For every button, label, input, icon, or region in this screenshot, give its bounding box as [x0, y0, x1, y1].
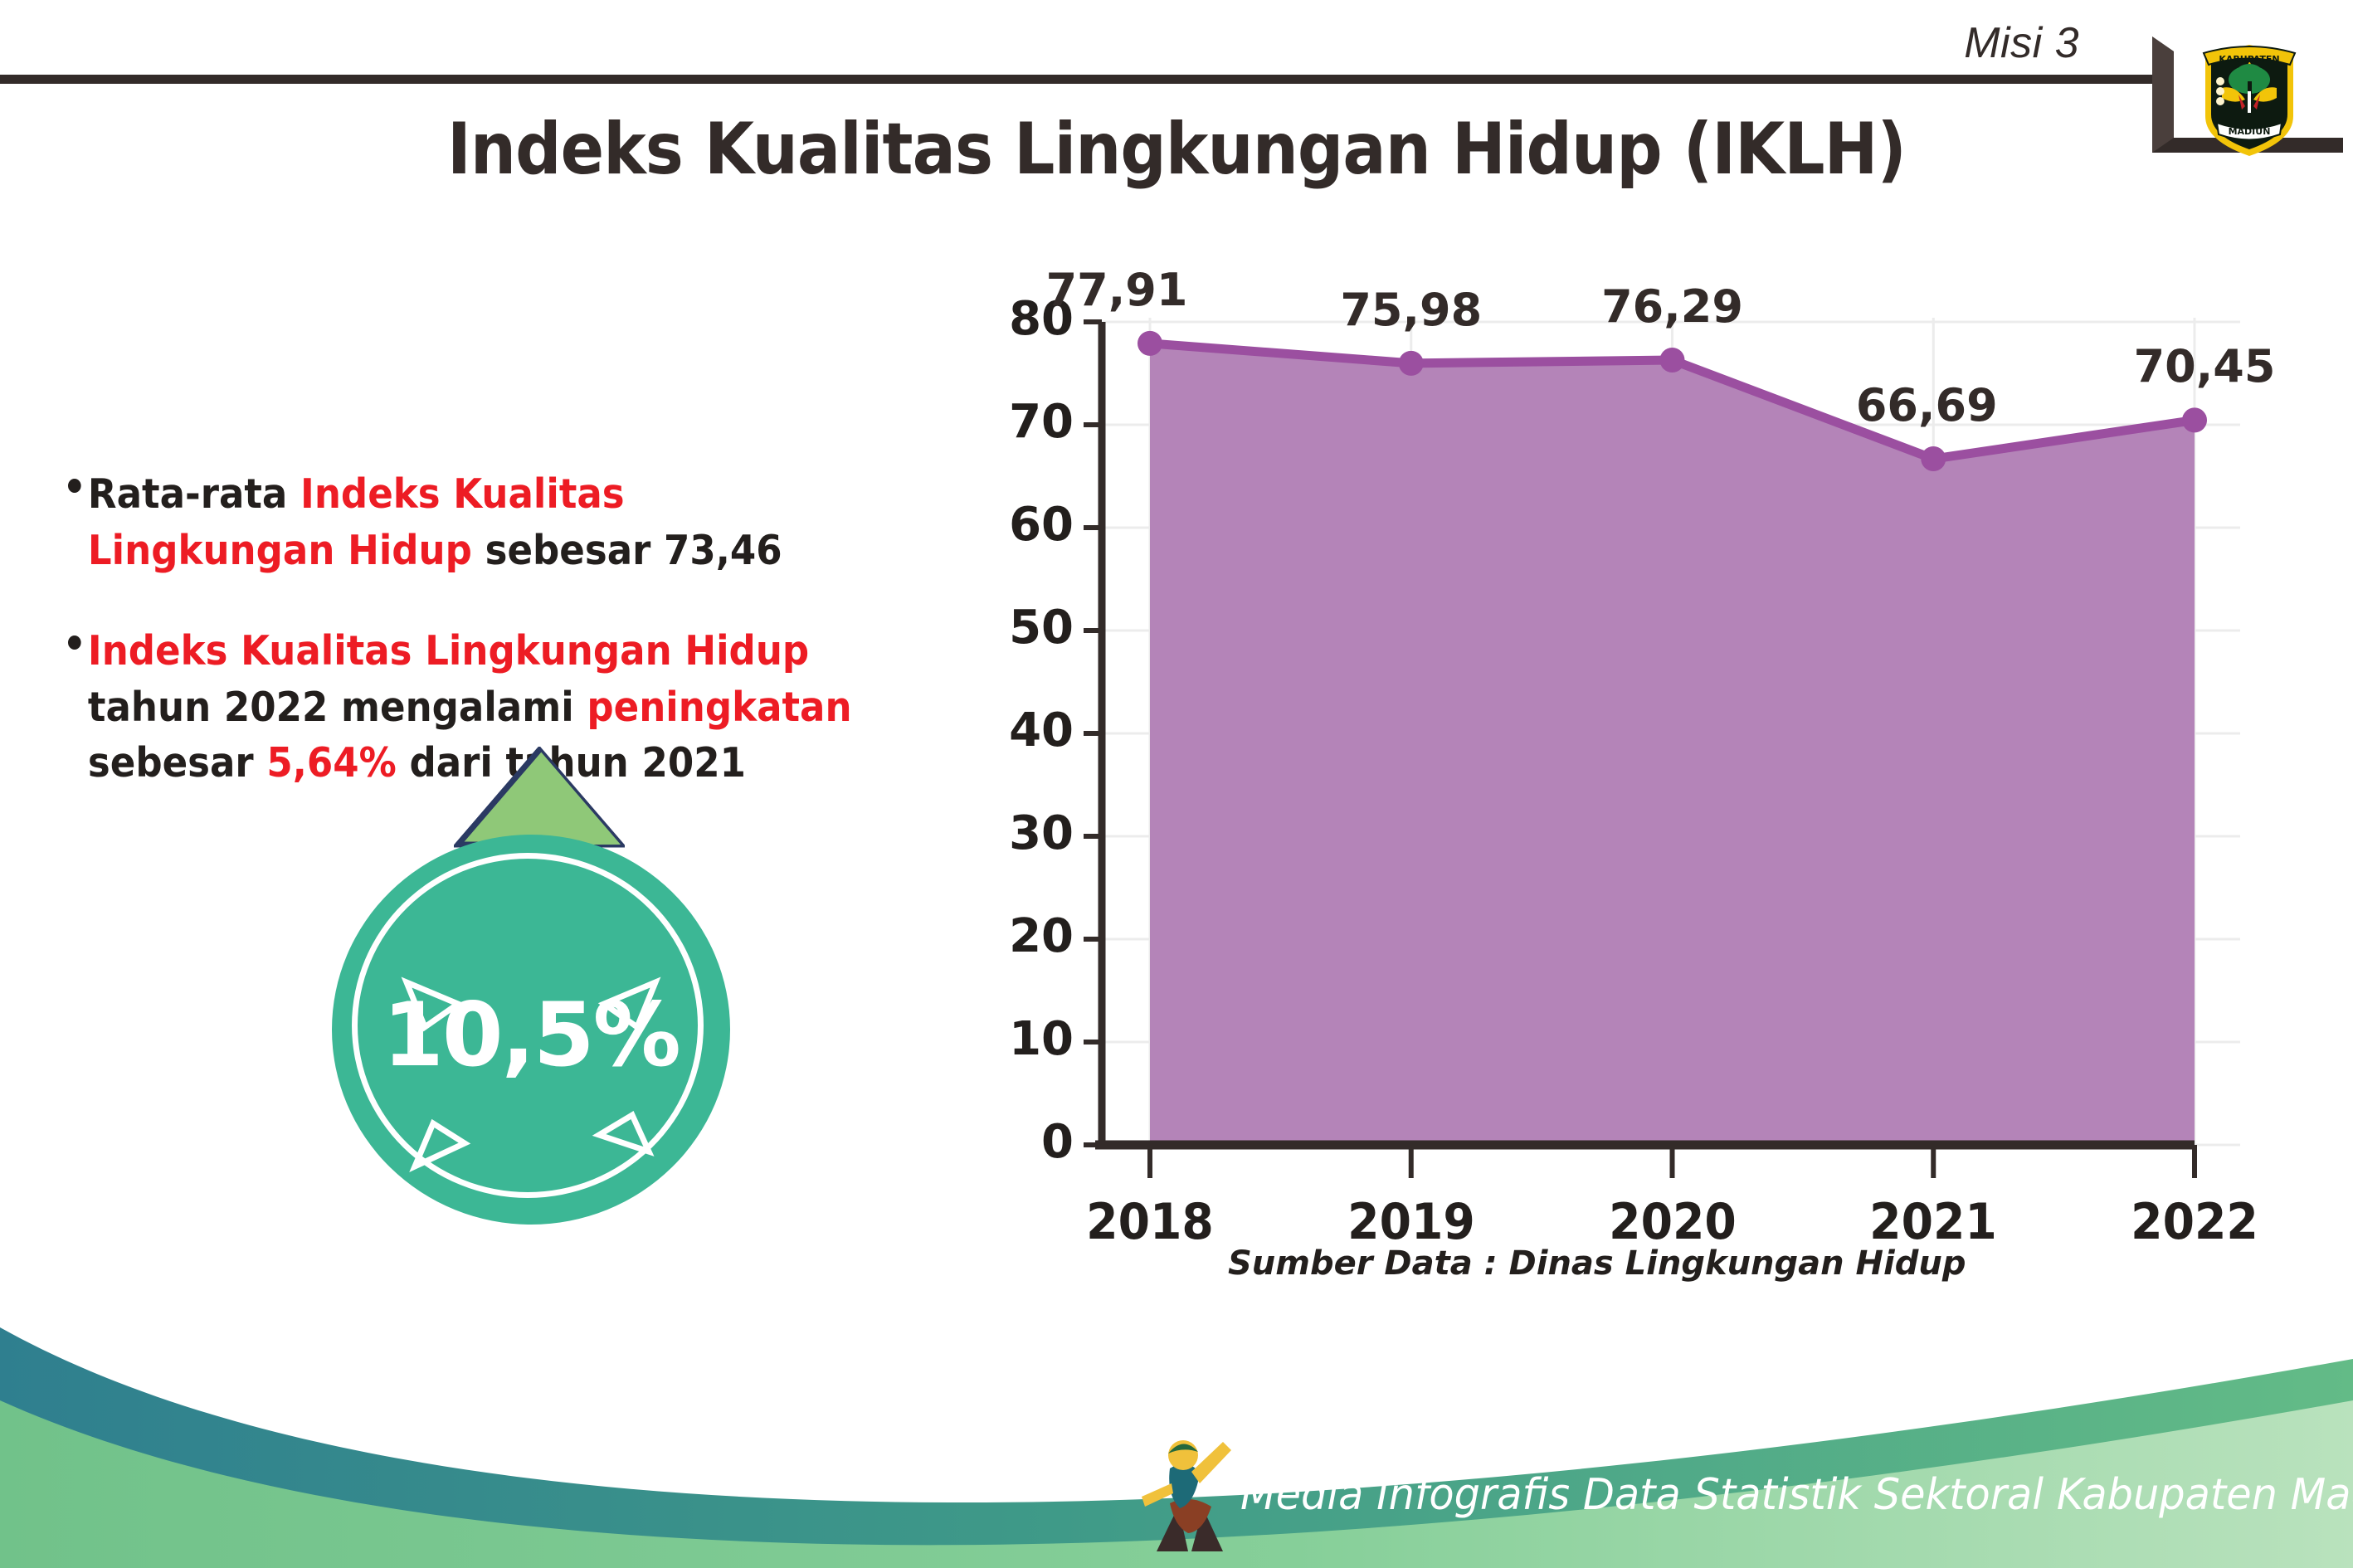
corner-bracket-icon — [2152, 37, 2343, 153]
footer-wave — [0, 1327, 2353, 1568]
y-axis-label: 10 — [1009, 1012, 1074, 1066]
chart-canvas — [1084, 318, 2240, 1178]
chart-area-series — [1149, 338, 2195, 1145]
data-label: 77,91 — [1045, 263, 1188, 316]
bullet-text-run: 5,64% — [266, 739, 397, 787]
bullet-dot-icon — [68, 478, 81, 493]
header-rule — [0, 75, 2162, 84]
y-axis-label: 50 — [1009, 601, 1074, 655]
x-axis-label: 2020 — [1608, 1193, 1737, 1251]
emblem-bottom-text: MADIUN — [2229, 126, 2271, 137]
data-point-marker — [1138, 330, 1162, 356]
data-point-marker — [1921, 446, 1946, 472]
data-point-marker — [1398, 350, 1424, 376]
y-axis-label: 20 — [1009, 909, 1074, 963]
data-point-marker — [1659, 348, 1685, 373]
misi-label: Misi 3 — [1964, 19, 2079, 67]
badge-tick-marks-icon — [401, 976, 661, 1173]
chart-source-note: Sumber Data : Dinas Lingkungan Hidup — [1228, 1244, 1966, 1283]
y-axis-label: 30 — [1009, 806, 1074, 860]
data-label: 75,98 — [1340, 283, 1483, 336]
iklh-area-chart: 0 10 20 30 40 50 60 70 80 2018 2019 2020 2021 2022 7… — [979, 264, 2275, 1253]
page-title: Indeks Kualitas Lingkungan Hidup (IKLH) — [447, 108, 1907, 191]
bullet-text-run: sebesar — [87, 739, 267, 787]
footer-text: Media Infografis Data Statistik Sektoral… — [1240, 1470, 2353, 1520]
emblem-top-text: KABUPATEN — [2219, 54, 2279, 65]
bullet-item: Indeks Kualitas Lingkungan Hidup tahun 2… — [68, 623, 877, 791]
kabupaten-madiun-emblem-icon: KABUPATEN MADIUN — [2202, 45, 2297, 156]
bullet-text-run: Indeks Kualitas Lingkungan Hidup — [87, 627, 810, 675]
bullet-text-run: peningkatan — [587, 683, 852, 731]
x-axis-label: 2021 — [1869, 1193, 1998, 1251]
bullet-text-1: Rata-rata Indeks Kualitas Lingkungan Hid… — [68, 466, 877, 578]
bullet-list: Rata-rata Indeks Kualitas Lingkungan Hid… — [68, 466, 948, 836]
bullet-item: Rata-rata Indeks Kualitas Lingkungan Hid… — [68, 466, 877, 578]
bullet-dot-icon — [68, 635, 81, 650]
bullet-text-run: sebesar 73,46 — [471, 526, 782, 574]
data-label: 76,29 — [1601, 280, 1743, 333]
bullet-text-run: dari tahun 2021 — [396, 739, 746, 787]
increase-badge: 10,5% — [324, 747, 755, 1228]
badge-ring — [352, 853, 704, 1198]
dancer-figure-icon — [1142, 1440, 1231, 1551]
y-axis-label: 40 — [1009, 704, 1074, 757]
x-axis-label: 2022 — [2131, 1193, 2258, 1251]
data-label: 70,45 — [2133, 340, 2276, 393]
x-axis-label: 2019 — [1347, 1193, 1475, 1251]
y-axis-label: 0 — [1041, 1115, 1074, 1169]
bullet-text-2: Indeks Kualitas Lingkungan Hidup tahun 2… — [68, 623, 877, 791]
badge-value: 10,5% — [382, 984, 681, 1086]
bullet-text-run: Indeks Kualitas Lingkungan Hidup — [87, 470, 625, 574]
chart-x-ticks — [1147, 1145, 2197, 1178]
bullet-text-run: Rata-rata — [87, 470, 301, 518]
data-point-marker — [2182, 407, 2207, 433]
y-axis-label: 70 — [1009, 395, 1074, 449]
data-label: 66,69 — [1855, 379, 1998, 432]
chart-markers — [1138, 330, 2207, 472]
x-axis-label: 2018 — [1086, 1193, 1214, 1251]
y-axis-label: 80 — [1009, 292, 1074, 346]
bullet-text-run: tahun 2022 mengalami — [87, 683, 587, 731]
y-axis-label: 60 — [1009, 498, 1074, 552]
area-fill — [1150, 343, 2195, 1145]
